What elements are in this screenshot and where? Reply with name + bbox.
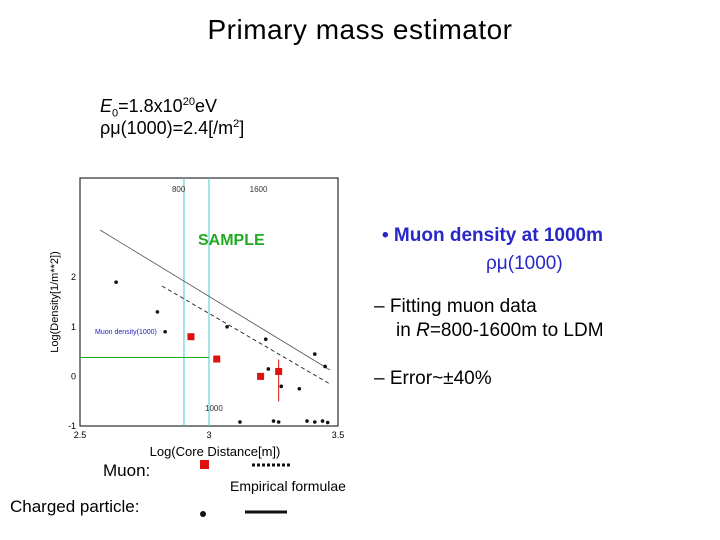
fit-line-2: in R=800-1600m to LDM xyxy=(374,319,604,343)
x-tick-label: 2.5 xyxy=(74,430,87,440)
sample-label: SAMPLE xyxy=(198,232,265,249)
muon-density-bullet: • Muon density at 1000m ρμ(1000) xyxy=(382,222,702,278)
charged-particle-point xyxy=(312,420,317,424)
density-plot: 800 1600 SAMPLE Muon density(1000) 1000 L… xyxy=(50,177,345,459)
top-marker-1600: 1600 xyxy=(250,185,268,194)
annotation-1000: 1000 xyxy=(205,404,223,413)
x-tick-label: 3 xyxy=(206,430,211,440)
muon-legend-marker xyxy=(200,460,209,469)
fit-bullet: – Fitting muon data in R=800-1600m to LD… xyxy=(374,295,604,343)
empirical-formulae-label: Empirical formulae xyxy=(230,478,346,494)
charged-particle-point xyxy=(279,384,284,389)
charged-particle-point xyxy=(271,419,276,423)
y-tick-label: 0 xyxy=(71,371,76,381)
charged-particle-point xyxy=(225,325,229,329)
primary-energy-param: E0=1.8x1020eV xyxy=(100,96,217,120)
empirical-line xyxy=(99,229,331,371)
charged-particle-point xyxy=(276,420,281,424)
charged-particle-point xyxy=(320,419,325,423)
fit-r: R xyxy=(416,320,430,341)
e-symbol: E xyxy=(100,96,113,116)
legend-symbols xyxy=(200,460,290,517)
energy-unit: eV xyxy=(194,96,217,116)
muon-density-param: ρμ(1000)=2.4[/m2] xyxy=(100,118,244,139)
charged-particle-point xyxy=(323,364,327,369)
charged-legend-marker xyxy=(200,511,206,517)
fit-range: =800-1600m to LDM xyxy=(429,320,604,341)
x-tick-label: 3.5 xyxy=(332,430,345,440)
charged-particle-point xyxy=(263,337,268,341)
y-axis-label: Log(Density[1/m**2]) xyxy=(50,251,61,353)
bullet-line-1: • Muon density at 1000m xyxy=(382,225,603,246)
charged-legend-label: Charged particle: xyxy=(10,497,140,516)
muon-point xyxy=(213,355,221,363)
charged-particle-point xyxy=(297,387,302,391)
muon-density-label: Muon density(1000) xyxy=(95,329,157,336)
charged-particle-point xyxy=(238,420,242,424)
charged-particle-point xyxy=(325,420,330,425)
muon-legend-label: Muon: xyxy=(103,461,151,480)
fit-dashed-line xyxy=(161,285,331,385)
y-tick-label: -1 xyxy=(68,421,76,431)
top-marker-800: 800 xyxy=(172,185,186,194)
charged-particle-point xyxy=(114,280,118,284)
charged-particle-point xyxy=(266,367,271,371)
rho-bracket: ] xyxy=(239,118,245,138)
fit-line-1: – Fitting muon data xyxy=(374,296,537,317)
bullet-line-2: ρμ(1000) xyxy=(486,253,563,274)
e-subscript: 0 xyxy=(112,107,119,120)
charged-particle-point xyxy=(163,329,167,334)
rho-exponent: 2 xyxy=(233,118,240,130)
error-bullet: – Error~±40% xyxy=(374,368,492,389)
y-tick-label: 2 xyxy=(71,272,76,282)
charged-particle-point xyxy=(305,419,309,423)
charged-particle-point xyxy=(312,352,317,356)
y-tick-label: 1 xyxy=(71,322,76,332)
energy-mantissa: =1.8x10 xyxy=(118,96,183,116)
muon-point xyxy=(187,333,195,341)
slide-title: Primary mass estimator xyxy=(207,14,513,45)
fit-in: in xyxy=(396,320,417,341)
rho-text: ρμ(1000)=2.4[/m xyxy=(100,118,234,138)
x-axis-label: Log(Core Distance[m]) xyxy=(150,444,281,459)
muon-point xyxy=(257,372,265,380)
energy-exponent: 20 xyxy=(182,96,195,108)
charged-particle-point xyxy=(155,310,160,314)
